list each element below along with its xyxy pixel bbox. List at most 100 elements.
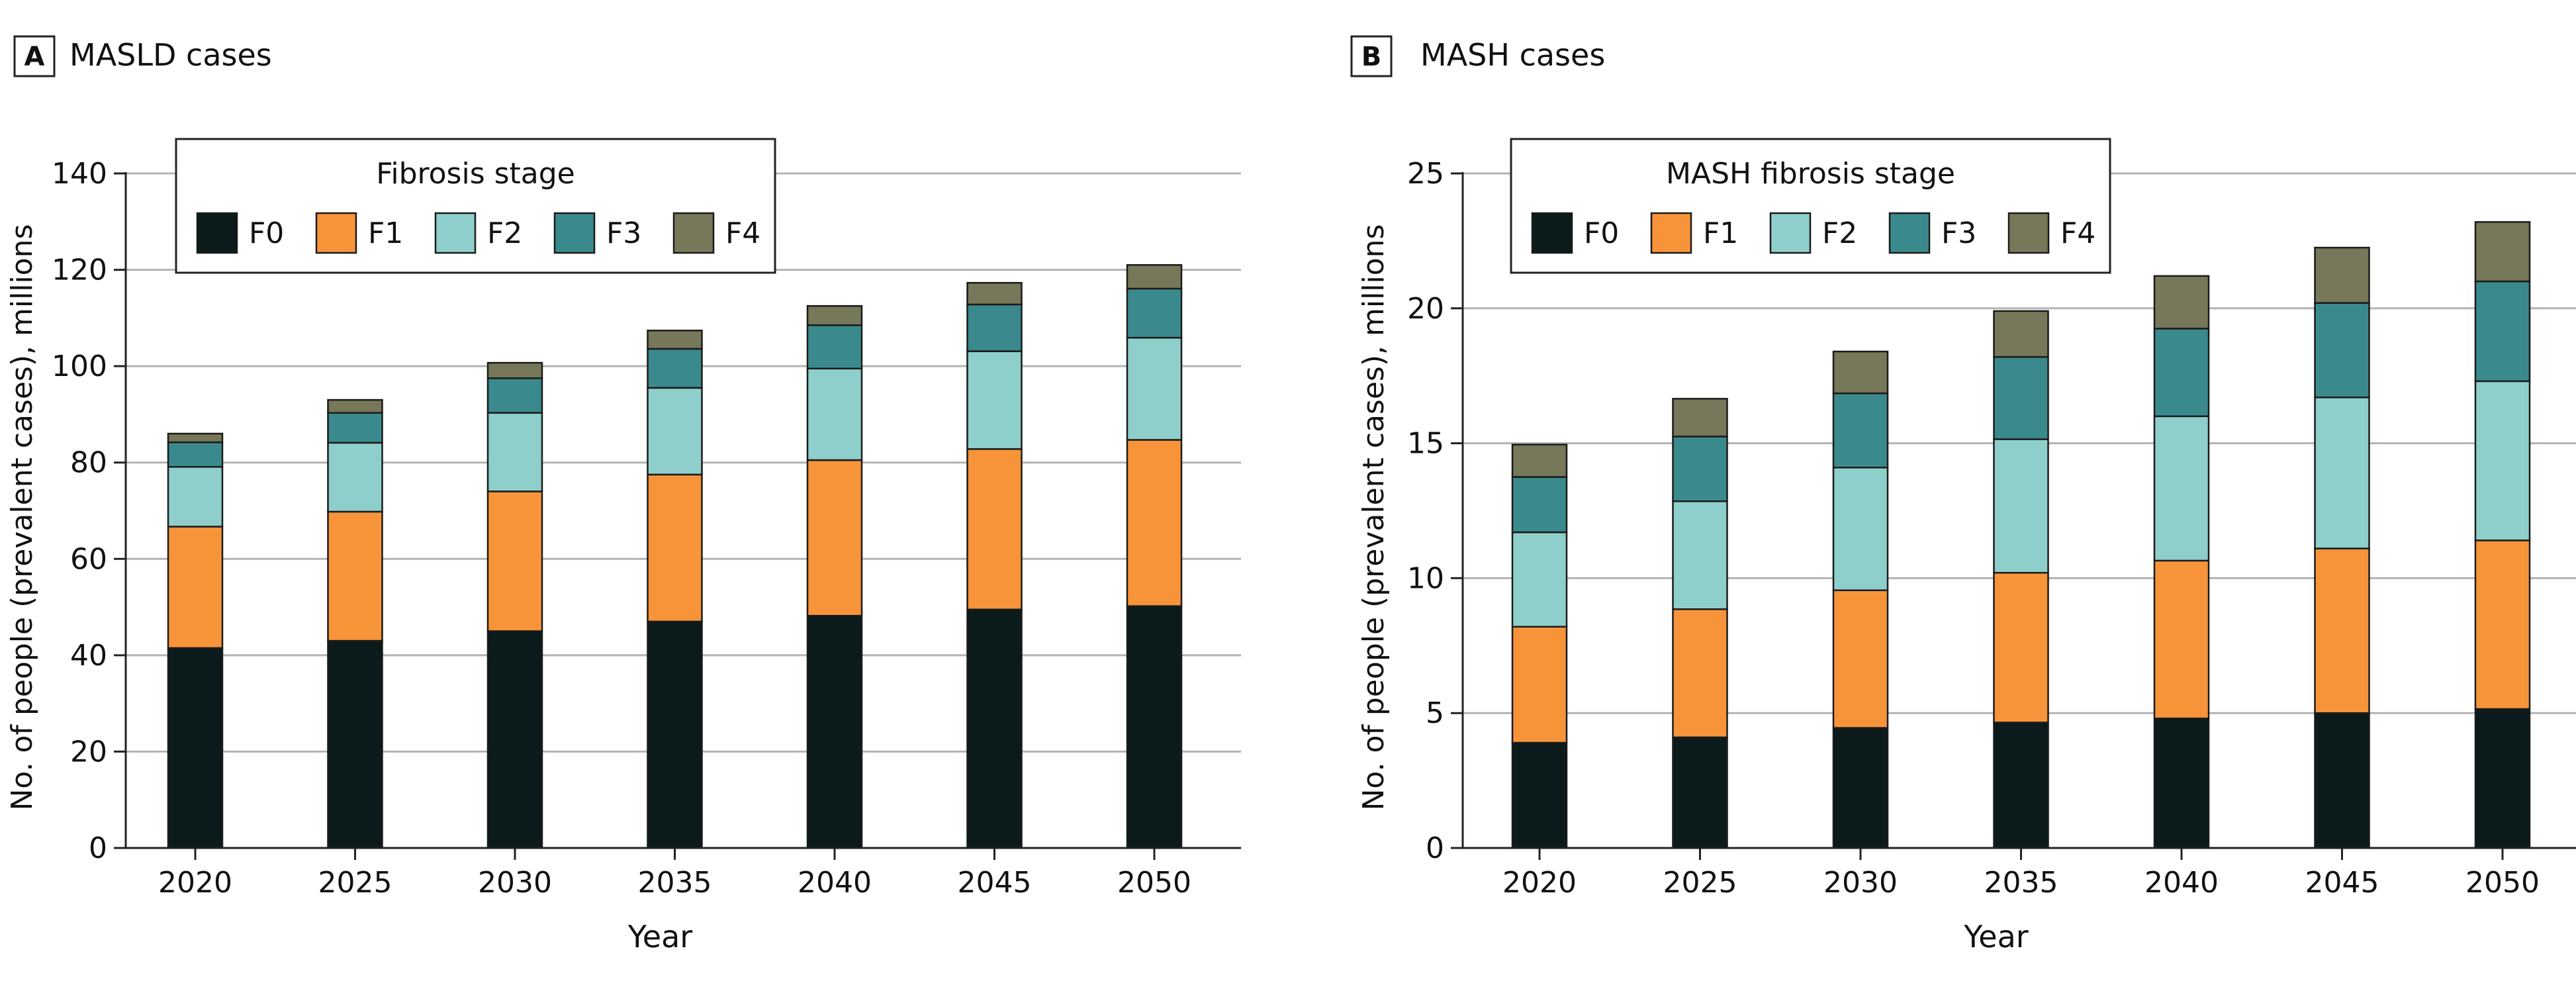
x-tick-label: 2045 <box>958 866 1032 900</box>
panel-label: A <box>24 42 45 72</box>
bar-segment-f2-2045 <box>966 350 1023 450</box>
legend-label-f4: F4 <box>2060 216 2095 250</box>
legend-swatch-f1 <box>315 212 357 254</box>
bar-segment-f4-2020 <box>1511 444 1568 478</box>
bar-segment-f3-2020 <box>167 441 224 468</box>
legend-label-f3: F3 <box>606 216 641 250</box>
y-tick-label: 100 <box>52 350 107 383</box>
legend-label-f0: F0 <box>1584 216 1619 250</box>
bar-segment-f2-2020 <box>1511 531 1568 628</box>
bar-segment-f0-2050 <box>1126 605 1183 849</box>
y-axis-title: No. of people (prevalent cases), million… <box>1357 224 1391 811</box>
bar-segment-f4-2040 <box>2153 275 2210 330</box>
bar-segment-f0-2040 <box>2153 718 2210 849</box>
bar-segment-f2-2050 <box>2474 380 2531 541</box>
y-tick-label: 120 <box>52 254 107 287</box>
legend-swatch-f1 <box>1650 212 1692 254</box>
bar-segment-f1-2050 <box>1126 439 1183 607</box>
y-tick-label: 20 <box>1407 292 1444 326</box>
y-tick-label: 60 <box>70 542 107 576</box>
bar-segment-f4-2045 <box>966 281 1023 306</box>
y-tick-label: 10 <box>1407 561 1444 595</box>
panel-label: B <box>1361 42 1382 72</box>
bar-segment-f3-2035 <box>647 348 703 389</box>
bar-segment-f2-2045 <box>2314 397 2370 549</box>
y-tick-label: 20 <box>70 735 107 769</box>
bar-segment-f3-2045 <box>966 303 1023 352</box>
bar-segment-f2-2025 <box>327 442 383 513</box>
bar-segment-f4-2030 <box>486 361 543 379</box>
bar-segment-f2-2040 <box>2153 415 2210 562</box>
y-tick-label: 5 <box>1426 696 1444 730</box>
panel-title: MASLD cases <box>69 37 272 73</box>
bar-segment-f1-2035 <box>647 473 703 623</box>
bar-segment-f3-2025 <box>1672 436 1728 502</box>
bar-segment-f0-2025 <box>327 639 383 849</box>
bar-segment-f0-2035 <box>647 620 703 849</box>
bar-segment-f4-2035 <box>647 330 703 350</box>
legend-label-f2: F2 <box>1822 216 1857 250</box>
bar-segment-f2-2050 <box>1126 336 1183 441</box>
bar-segment-f4-2045 <box>2314 246 2370 304</box>
legend-swatch-f4 <box>672 212 715 254</box>
bar-segment-f3-2035 <box>1993 355 2049 440</box>
bar-segment-f1-2050 <box>2474 539 2531 710</box>
legend-swatch-f2 <box>1769 212 1812 254</box>
legend: Fibrosis stage F0 F1 F2 F3 F4 <box>175 138 776 274</box>
bar-segment-f2-2030 <box>486 412 543 492</box>
x-tick-label: 2045 <box>2305 866 2379 900</box>
y-tick-label: 0 <box>1426 831 1444 865</box>
legend-label-f0: F0 <box>249 216 284 250</box>
bar-segment-f1-2025 <box>1672 608 1728 739</box>
panel-label-box <box>13 35 56 77</box>
bar-segment-f4-2030 <box>1832 350 1889 395</box>
y-tick-label: 80 <box>70 446 107 480</box>
legend-label-f2: F2 <box>487 216 522 250</box>
bar-segment-f0-2040 <box>806 614 863 849</box>
legend-label-f1: F1 <box>1703 216 1738 250</box>
bar-segment-f3-2025 <box>327 412 383 444</box>
panel-title: MASH cases <box>1420 37 1605 73</box>
x-tick-label: 2030 <box>1823 866 1898 900</box>
y-tick-label: 140 <box>52 157 107 191</box>
y-axis-title: No. of people (prevalent cases), million… <box>5 224 39 811</box>
bar-segment-f1-2040 <box>806 459 863 617</box>
legend-title: MASH fibrosis stage <box>1666 157 1955 191</box>
bar-segment-f1-2045 <box>2314 547 2370 714</box>
bar-segment-f1-2030 <box>486 491 543 632</box>
bar-segment-f1-2045 <box>966 448 1023 610</box>
bar-segment-f3-2030 <box>486 377 543 414</box>
bar-segment-f0-2020 <box>1511 741 1568 849</box>
x-tick-label: 2050 <box>1117 866 1191 900</box>
x-tick-label: 2025 <box>1663 866 1737 900</box>
bar-segment-f0-2025 <box>1672 736 1728 849</box>
bar-segment-f1-2040 <box>2153 559 2210 720</box>
bar-segment-f3-2030 <box>1832 392 1889 469</box>
y-tick-label: 15 <box>1407 427 1444 461</box>
bar-segment-f2-2035 <box>647 387 703 476</box>
x-tick-label: 2035 <box>638 866 712 900</box>
bar-segment-f1-2030 <box>1832 589 1889 729</box>
legend-swatch-f2 <box>434 212 477 254</box>
legend-swatch-f0 <box>196 212 238 254</box>
bar-segment-f2-2020 <box>167 466 224 528</box>
bar-segment-f3-2045 <box>2314 302 2370 399</box>
bar-segment-f0-2035 <box>1993 722 2049 849</box>
x-tick-label: 2040 <box>798 866 872 900</box>
bar-segment-f4-2025 <box>327 399 383 414</box>
bar-segment-f4-2040 <box>806 305 863 326</box>
bar-segment-f3-2040 <box>806 324 863 370</box>
bar-segment-f3-2020 <box>1511 476 1568 534</box>
bar-segment-f1-2025 <box>327 510 383 642</box>
x-tick-label: 2025 <box>318 866 392 900</box>
bar-segment-f2-2030 <box>1832 467 1889 591</box>
x-tick-label: 2040 <box>2144 866 2219 900</box>
bar-segment-f0-2030 <box>486 630 543 849</box>
x-tick-label: 2020 <box>158 866 232 900</box>
legend-title: Fibrosis stage <box>376 157 575 191</box>
legend-label-f3: F3 <box>1941 216 1976 250</box>
